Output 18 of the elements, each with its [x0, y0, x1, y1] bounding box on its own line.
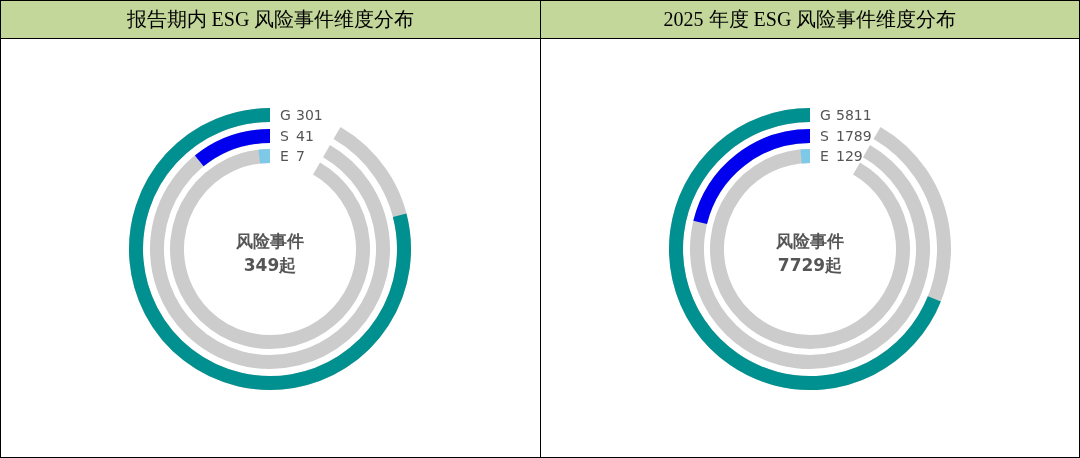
category-label: G — [820, 107, 831, 123]
data-label: 129 — [836, 148, 863, 164]
category-label: S — [280, 128, 289, 144]
category-label: E — [280, 148, 289, 164]
category-label: G — [280, 107, 291, 123]
text: 7729起 — [777, 255, 843, 275]
text: 报告期内 ESG 风险事件维度分布 — [1, 1, 540, 39]
data-label: 301 — [296, 107, 323, 123]
data-label: 1789 — [836, 128, 872, 144]
text: 349起 — [243, 255, 297, 275]
text: 2025 年度 ESG 风险事件维度分布 — [541, 1, 1079, 39]
category-label: S — [820, 128, 829, 144]
data-label: 7 — [296, 148, 305, 164]
text: 风险事件 — [235, 231, 304, 251]
text: 风险事件 — [775, 231, 844, 251]
category-label: E — [820, 148, 829, 164]
data-label: 5811 — [836, 107, 872, 123]
data-label: 41 — [296, 128, 314, 144]
